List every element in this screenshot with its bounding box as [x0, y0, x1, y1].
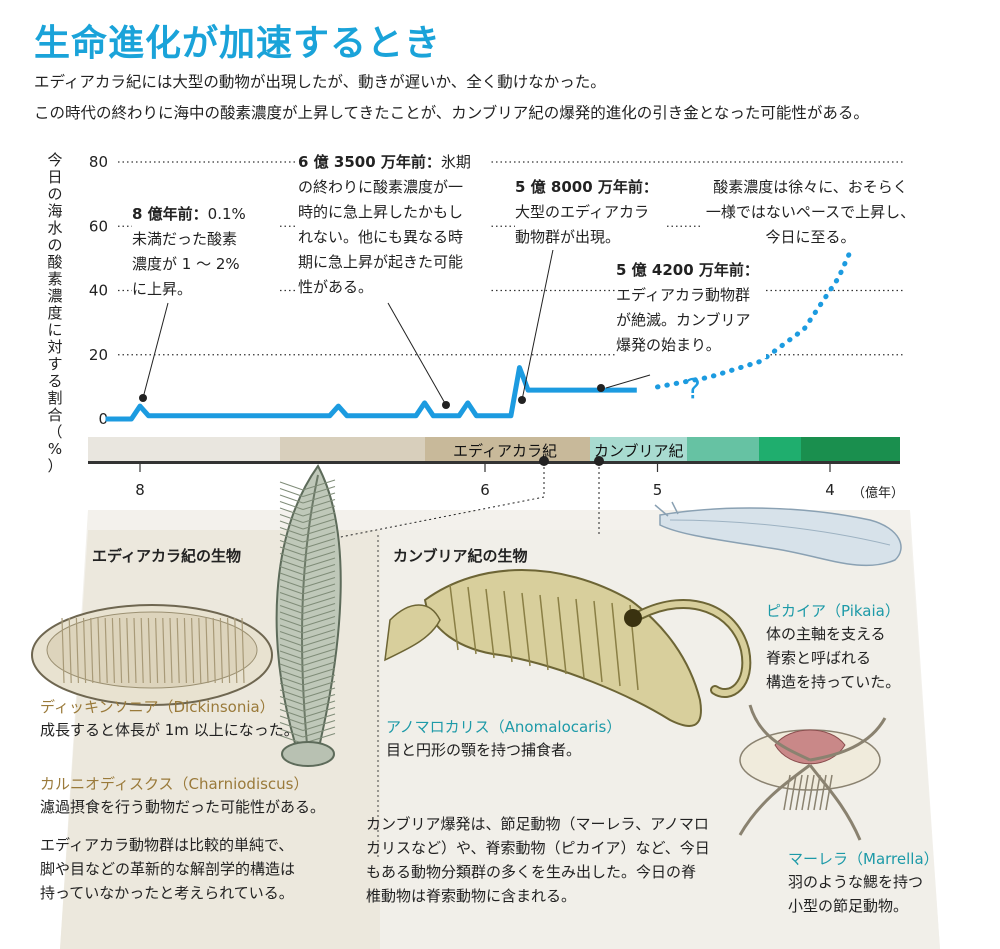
- pikaia-desc: 体の主軸を支える 脊索と呼ばれる 構造を持っていた。: [766, 622, 900, 694]
- ann-580-head: 5 億 8000 万年前：: [515, 178, 658, 196]
- anomalocaris-name: アノマロカリス（Anomalocaris）: [386, 718, 622, 736]
- ediacaran-body-text: エディアカラ動物群は比較的単純で、 脚や目などの革新的な解剖学的構造は 持ってい…: [40, 833, 295, 905]
- ann-800-l4: に上昇。: [132, 280, 193, 298]
- marrella-illustration: [738, 704, 887, 841]
- pikaia-name: ピカイア（Pikaia）: [766, 602, 900, 620]
- cambrian-body-l2: カリスなど）や、脊索動物（ピカイア）など、今日: [366, 839, 710, 857]
- unknown-marker: ?: [686, 372, 701, 405]
- ann-635-l3: 時的に急上昇したかもし: [298, 203, 464, 221]
- y-tick-label-20: 20: [89, 346, 108, 364]
- ann-800-l1: 0.1%: [207, 205, 246, 223]
- x-ticks: 8 6 5 4: [135, 464, 835, 499]
- era-block-ordovician: [687, 437, 759, 461]
- series-line-dotted: [655, 217, 867, 390]
- anomalocaris-desc: 目と円形の顎を持つ捕食者。: [386, 741, 582, 759]
- ann-present-l3: 今日に至る。: [765, 228, 856, 246]
- charniodiscus-name: カルニオディスクス（Charniodiscus）: [40, 775, 309, 793]
- ediacaran-body-l2: 脚や目などの革新的な解剖学的構造は: [40, 860, 296, 878]
- ann-dot-3: [518, 396, 526, 404]
- era-block-pre: [88, 437, 280, 461]
- ann-635-l1: 氷期: [440, 153, 471, 171]
- ann-present-l2: 一様ではないペースで上昇し、: [705, 203, 916, 221]
- page-title: 生命進化が加速するとき: [34, 23, 442, 64]
- ann-580-l2: 大型のエディアカラ: [515, 203, 649, 221]
- ann-635-head: 6 億 3500 万年前：: [298, 153, 441, 171]
- charniodiscus-illustration: [275, 464, 342, 767]
- y-tick-label-60: 60: [89, 217, 108, 235]
- pikaia-illustration: [654, 501, 902, 567]
- pikaia-desc-l3: 構造を持っていた。: [766, 673, 901, 691]
- y-ticks: 0 20 40 60 80: [89, 153, 108, 428]
- ann-635-l4: れない。他にも異なる時: [298, 228, 464, 246]
- ann-542-l3: が絶滅。カンブリア: [616, 311, 751, 329]
- ann-580-l3: 動物群が出現。: [515, 228, 621, 246]
- ann-present-l1: 酸素濃度は徐々に、おそらく: [713, 178, 908, 196]
- ediacaran-section-heading: エディアカラ紀の生物: [92, 547, 241, 565]
- ann-dot-2: [442, 401, 450, 409]
- charniodiscus-desc: 濾過摂食を行う動物だった可能性がある。: [40, 798, 326, 816]
- marrella-desc-l2: 小型の節足動物。: [788, 897, 909, 915]
- era-block-ediacaran: [425, 437, 590, 461]
- marrella-desc: 羽のような鰓を持つ 小型の節足動物。: [788, 870, 923, 918]
- marrella-name: マーレラ（Marrella）: [788, 850, 939, 868]
- dickinsonia-illustration: [31, 604, 273, 706]
- annotation-580ma: 5 億 8000 万年前： 大型のエディアカラ 動物群が出現。: [515, 175, 665, 250]
- cambrian-body-l1: カンブリア爆発は、節足動物（マーレラ、アノマロ: [366, 815, 709, 833]
- intro-line-2: この時代の終わりに海中の酸素濃度が上昇してきたことが、カンブリア紀の爆発的進化の…: [34, 104, 869, 122]
- timeline-axis: [88, 461, 900, 464]
- series-group: [105, 217, 867, 422]
- ann-542-l4: 爆発の始まり。: [616, 336, 721, 354]
- cambrian-body-l3: もある動物分類群の多くを生み出した。今日の脊: [366, 863, 697, 881]
- ann-635-l6: 性がある。: [298, 278, 374, 296]
- ann-635-l5: 期に急上昇が起きた可能: [298, 253, 464, 271]
- era-block-silurian: [759, 437, 801, 461]
- marrella-desc-l1: 羽のような鰓を持つ: [788, 873, 924, 891]
- y-axis-label: 今日の海水の酸素濃度に対する割合（%）: [47, 151, 63, 475]
- ediacaran-body-l3: 持っていなかったと考えられている。: [40, 884, 294, 902]
- ann-800-l2: 未満だった酸素: [132, 230, 238, 248]
- dickinsonia-name: ディッキンソニア（Dickinsonia）: [40, 698, 275, 716]
- y-tick-label-0: 0: [98, 410, 108, 428]
- x-tick-label-4: 4: [825, 481, 835, 499]
- dickinsonia-desc: 成長すると体長が 1m 以上になった。: [40, 721, 299, 739]
- cambrian-body-text: カンブリア爆発は、節足動物（マーレラ、アノマロ カリスなど）や、脊索動物（ピカイ…: [366, 812, 710, 908]
- ann-542-l2: エディアカラ動物群: [616, 286, 750, 304]
- annotation-635ma: 6 億 3500 万年前：氷期 の終わりに酸素濃度が一 時的に急上昇したかもし …: [298, 150, 490, 300]
- ann-542-head: 5 億 4200 万年前：: [616, 261, 759, 279]
- x-axis-unit-label: （億年）: [852, 486, 905, 501]
- ediacaran-marker: [539, 456, 549, 466]
- pikaia-desc-l2: 脊索と呼ばれる: [766, 649, 872, 667]
- x-tick-label-8: 8: [135, 481, 145, 499]
- ann-dot-1: [139, 394, 147, 402]
- x-tick-label-6: 6: [480, 481, 490, 499]
- annotation-542ma: 5 億 4200 万年前： エディアカラ動物群 が絶滅。カンブリア 爆発の始まり…: [616, 258, 766, 358]
- anomalocaris-illustration: [384, 569, 752, 727]
- y-tick-label-80: 80: [89, 153, 108, 171]
- era-label-ediacaran: エディアカラ紀: [453, 442, 557, 460]
- era-label-cambrian: カンブリア紀: [594, 442, 684, 460]
- series-line-solid: [105, 365, 637, 422]
- intro-line-1: エディアカラ紀には大型の動物が出現したが、動きが遅いか、全く動けなかった。: [34, 73, 606, 91]
- cambrian-section-heading: カンブリア紀の生物: [393, 547, 528, 565]
- x-tick-label-5: 5: [653, 481, 663, 499]
- era-block-cryo: [280, 437, 425, 461]
- annotation-present: 酸素濃度は徐々に、おそらく 一様ではないペースで上昇し、 今日に至る。: [703, 175, 918, 250]
- y-tick-label-40: 40: [89, 282, 108, 300]
- ann-800-head: 8 億年前：: [132, 205, 208, 223]
- ann-800-l3: 濃度が 1 〜 2%: [132, 255, 240, 273]
- ann-dot-4: [597, 384, 605, 392]
- ediacaran-body-l1: エディアカラ動物群は比較的単純で、: [40, 836, 294, 854]
- pikaia-desc-l1: 体の主軸を支える: [766, 625, 886, 643]
- era-block-cambrian: [590, 437, 687, 461]
- cambrian-body-l4: 椎動物は脊索動物に含まれる。: [366, 887, 577, 905]
- cambrian-marker: [594, 456, 604, 466]
- era-block-devonian: [801, 437, 900, 461]
- ann-635-l2: の終わりに酸素濃度が一: [298, 178, 464, 196]
- annotation-800ma: 8 億年前：0.1% 未満だった酸素 濃度が 1 〜 2% に上昇。: [132, 202, 277, 302]
